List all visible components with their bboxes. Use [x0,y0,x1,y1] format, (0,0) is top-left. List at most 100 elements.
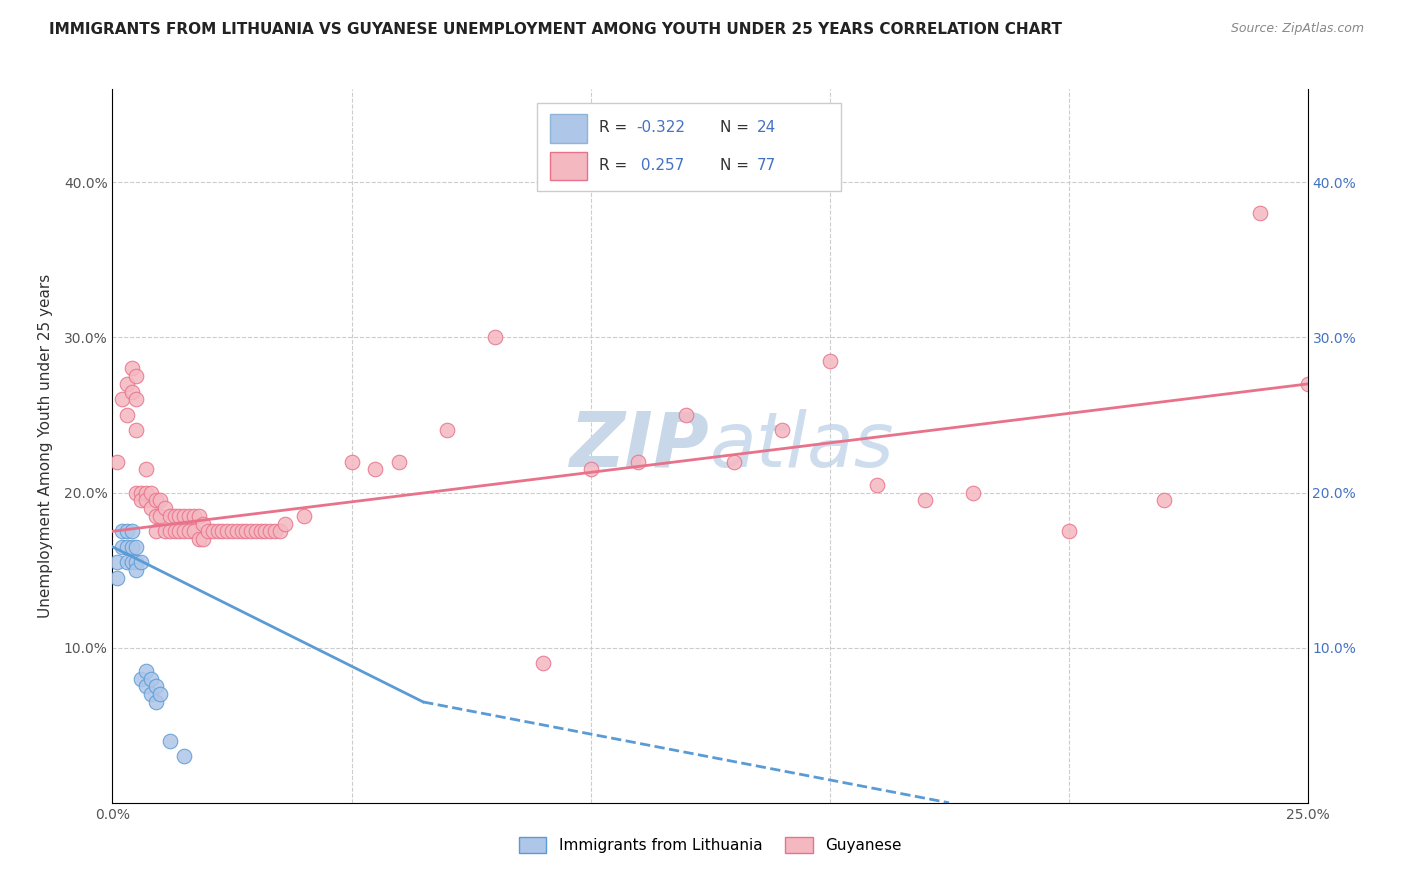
Text: N =: N = [720,120,754,135]
Point [135,680,157,694]
Point [153,501,176,516]
Point [115,524,138,539]
Point [159,733,181,747]
Point [364,462,387,476]
Point [139,672,162,686]
Point [125,540,148,554]
Point [125,555,148,569]
Point [259,524,281,539]
Point [579,462,602,476]
Point [163,508,186,523]
Point [723,454,745,468]
Point [388,454,411,468]
Point [145,508,167,523]
Point [217,524,239,539]
Point [125,563,148,577]
Point [139,485,162,500]
Point [135,485,157,500]
Text: 77: 77 [756,158,776,172]
Point [627,454,650,468]
Point [193,532,215,546]
Text: 24: 24 [756,120,776,135]
Point [149,687,172,701]
Y-axis label: Unemployment Among Youth under 25 years: Unemployment Among Youth under 25 years [38,274,52,618]
Point [231,524,253,539]
Text: R =: R = [599,158,633,172]
Point [121,361,143,376]
Bar [550,152,586,180]
Point [111,524,134,539]
Point [235,524,257,539]
Bar [550,114,586,143]
Point [914,493,936,508]
Point [145,680,167,694]
Point [962,485,984,500]
Point [173,508,195,523]
Point [115,408,138,422]
Point [193,516,215,531]
Point [145,695,167,709]
Point [111,540,134,554]
Point [1057,524,1080,539]
Text: 0.257: 0.257 [637,158,685,172]
Point [292,508,315,523]
Point [254,524,277,539]
Point [145,524,167,539]
Point [183,508,205,523]
Point [187,508,209,523]
Point [211,524,233,539]
Point [818,353,841,368]
Point [1153,493,1175,508]
Point [866,477,889,491]
Point [770,424,793,438]
Point [121,555,143,569]
Legend: Immigrants from Lithuania, Guyanese: Immigrants from Lithuania, Guyanese [513,831,907,859]
Point [163,524,186,539]
Point [225,524,247,539]
Point [129,493,152,508]
Point [135,493,157,508]
Point [145,493,167,508]
Point [177,524,200,539]
Point [197,524,219,539]
Point [249,524,271,539]
Point [135,462,157,476]
Point [159,524,181,539]
Point [240,524,263,539]
Point [125,369,148,384]
Point [269,524,291,539]
Point [125,485,148,500]
FancyBboxPatch shape [537,103,841,191]
Point [125,424,148,438]
Point [121,524,143,539]
Point [340,454,363,468]
Point [169,508,191,523]
Point [173,749,195,764]
Point [105,571,128,585]
Point [159,508,181,523]
Text: R =: R = [599,120,633,135]
Point [273,516,295,531]
Point [531,656,554,670]
Point [149,493,172,508]
Point [149,508,172,523]
Point [1249,206,1271,220]
Point [201,524,224,539]
Point [121,384,143,399]
Point [115,540,138,554]
Point [173,524,195,539]
Point [436,424,458,438]
Point [187,532,209,546]
Point [484,330,506,344]
Point [121,540,143,554]
Point [135,664,157,678]
Point [105,555,128,569]
Point [675,408,697,422]
Point [245,524,267,539]
Text: -0.322: -0.322 [637,120,685,135]
Point [129,555,152,569]
Point [115,555,138,569]
Text: Source: ZipAtlas.com: Source: ZipAtlas.com [1230,22,1364,36]
Point [129,672,152,686]
Point [221,524,243,539]
